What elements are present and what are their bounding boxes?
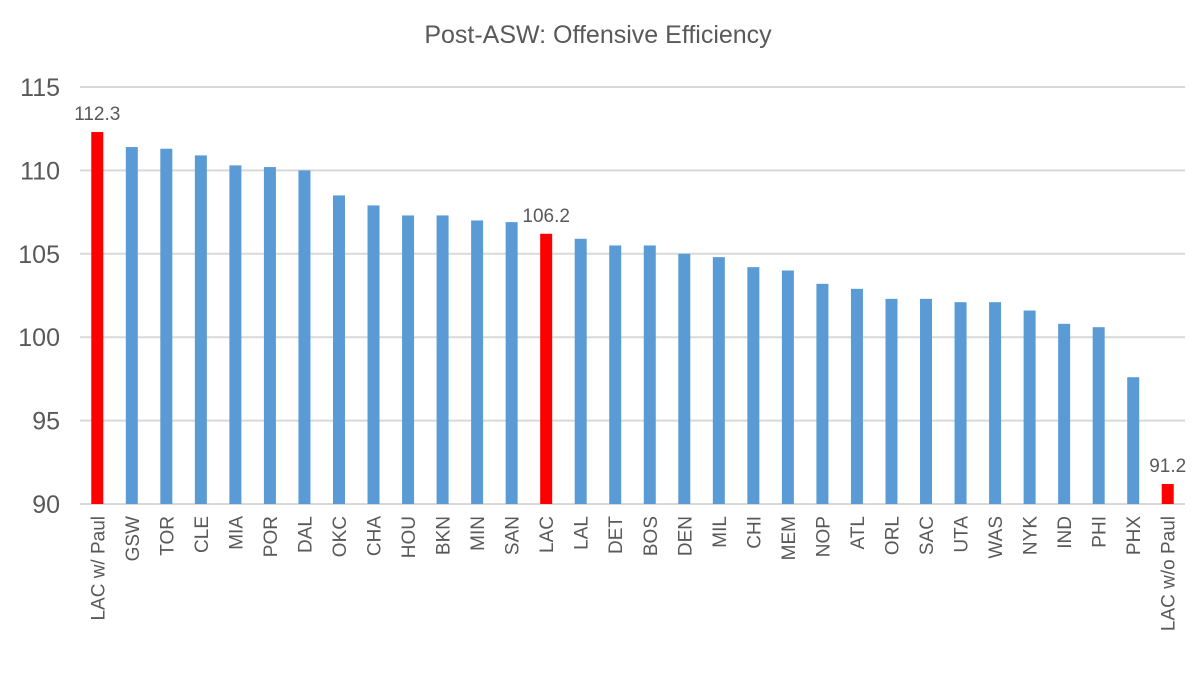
bar-uta — [954, 302, 967, 504]
x-tick-label: BKN — [434, 516, 455, 555]
x-tick-label: BOS — [641, 516, 662, 556]
x-tick-label: SAN — [503, 516, 524, 555]
bar-tor — [160, 148, 173, 504]
bar-lal — [574, 238, 587, 504]
bar-orl — [885, 298, 898, 504]
bar-dal — [298, 170, 311, 504]
x-tick-label: POR — [261, 516, 282, 557]
bar-okc — [332, 195, 345, 505]
bar-mil — [712, 257, 725, 504]
x-tick-label: DET — [606, 516, 627, 554]
x-tick-label: ORL — [882, 516, 903, 555]
x-tick-label: PHX — [1124, 516, 1145, 555]
bar-lac — [540, 233, 553, 504]
bar-mem — [781, 270, 794, 504]
bar-was — [989, 302, 1002, 504]
x-tick-label: HOU — [399, 516, 420, 558]
y-tick-label: 110 — [20, 157, 60, 185]
chart-title: Post-ASW: Offensive Efficiency — [424, 21, 772, 49]
x-tick-label: MIL — [710, 516, 731, 548]
bar-nop — [816, 283, 829, 504]
bar-cha — [367, 205, 380, 505]
bar-atl — [850, 288, 863, 504]
bar-ind — [1058, 323, 1071, 504]
bar-den — [678, 253, 691, 504]
x-tick-label: UTA — [952, 516, 973, 553]
bar-sac — [920, 298, 933, 504]
bar-det — [609, 245, 622, 504]
bar-phi — [1092, 327, 1105, 504]
x-tick-label: NOP — [813, 516, 834, 557]
x-tick-label: LAC w/o Paul — [1159, 516, 1180, 631]
x-tick-label: WAS — [986, 516, 1007, 559]
x-tick-label: DAL — [295, 516, 316, 553]
bar-lac-w-o-paul — [1161, 483, 1174, 504]
x-tick-label: OKC — [330, 516, 351, 557]
bar-min — [471, 220, 484, 504]
x-tick-label: ATL — [848, 516, 869, 549]
x-tick-label: CLE — [192, 516, 213, 553]
x-tick-label: SAC — [917, 516, 938, 555]
bar-lac-w-paul — [91, 132, 104, 504]
y-tick-label: 90 — [32, 491, 60, 519]
x-tick-label: CHA — [365, 516, 386, 556]
x-tick-label: DEN — [675, 516, 696, 556]
bar-chi — [747, 267, 760, 504]
data-label: 112.3 — [74, 104, 120, 125]
x-tick-label: MIN — [468, 516, 489, 551]
y-tick-label: 100 — [18, 324, 60, 352]
bar-nyk — [1023, 310, 1036, 504]
x-tick-label: CHI — [744, 516, 765, 549]
bar-por — [263, 167, 276, 504]
x-tick-label: NYK — [1021, 516, 1042, 555]
x-tick-label: TOR — [157, 516, 178, 556]
bar-bos — [643, 245, 656, 504]
x-tick-label: GSW — [123, 516, 144, 561]
y-tick-label: 105 — [18, 241, 60, 269]
bar-cle — [194, 155, 207, 504]
x-tick-label: LAL — [572, 516, 593, 550]
x-tick-label: LAC w/ Paul — [88, 516, 109, 621]
x-tick-label: MIA — [226, 516, 247, 550]
bar-hou — [402, 215, 415, 504]
x-tick-label: IND — [1055, 516, 1076, 549]
data-label: 91.2 — [1149, 456, 1186, 477]
bar-mia — [229, 165, 242, 504]
y-tick-label: 115 — [20, 74, 60, 102]
x-tick-label: LAC — [537, 516, 558, 553]
x-tick-label: PHI — [1090, 516, 1111, 548]
data-label: 106.2 — [522, 206, 570, 227]
bar-gsw — [125, 147, 138, 504]
bar-san — [505, 222, 518, 504]
bar-bkn — [436, 215, 449, 504]
y-tick-label: 95 — [32, 408, 60, 436]
bar-phx — [1127, 377, 1140, 504]
x-tick-label: MEM — [779, 516, 800, 560]
